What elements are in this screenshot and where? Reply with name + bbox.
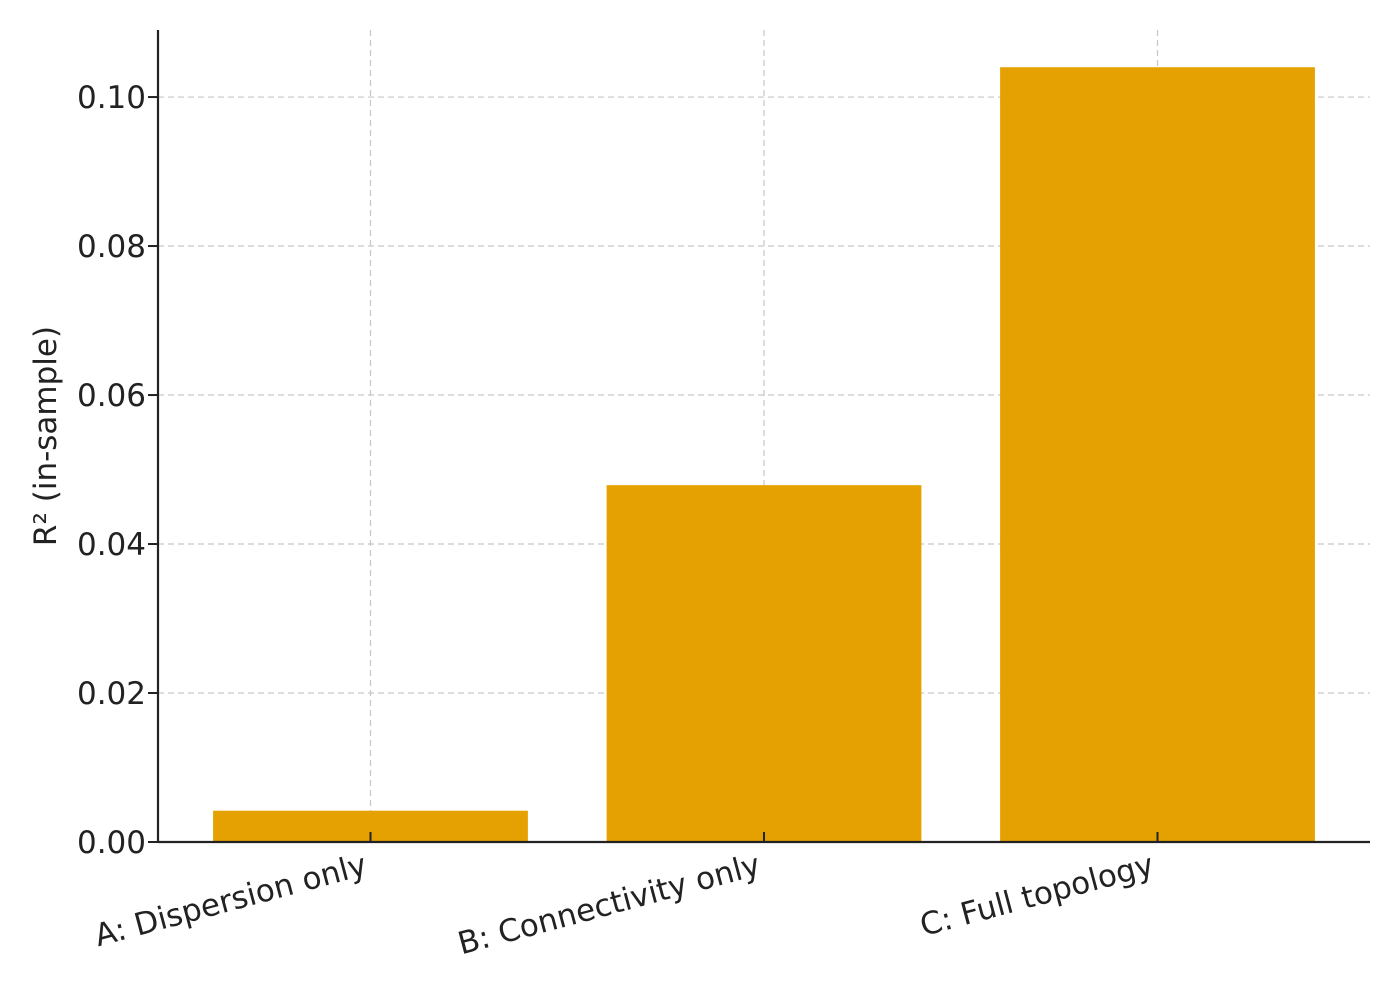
y-ticks: 0.00 0.02 0.04 0.06 0.08 0.10 [77, 80, 158, 861]
bar-2 [606, 485, 922, 842]
y-tick-label: 0.00 [77, 825, 146, 861]
y-tick-label: 0.10 [77, 80, 146, 116]
x-tick-label: C: Full topology [916, 847, 1157, 944]
y-tick-label: 0.04 [77, 527, 146, 563]
x-ticks: A: Dispersion only B: Connectivity only C:… [91, 832, 1159, 962]
bar-3 [1000, 67, 1315, 843]
x-tick-label: B: Connectivity only [454, 847, 764, 962]
bars [213, 67, 1315, 843]
y-tick-label: 0.08 [77, 229, 146, 265]
y-tick-label: 0.02 [77, 676, 146, 712]
y-axis-label: R² (in-sample) [28, 326, 64, 546]
x-tick-label: A: Dispersion only [91, 847, 371, 954]
y-tick-label: 0.06 [77, 378, 146, 414]
